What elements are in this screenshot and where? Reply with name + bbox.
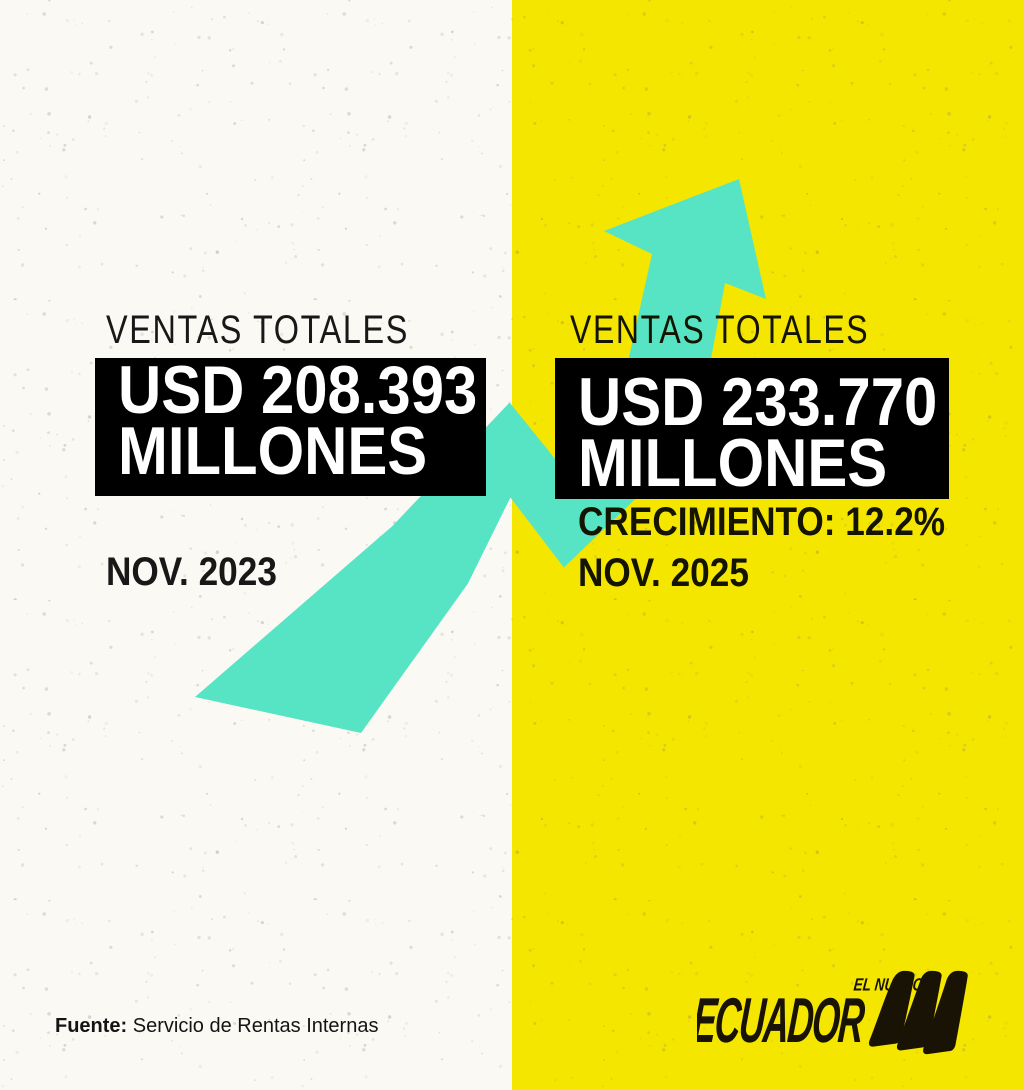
svg-text:ECUADOR: ECUADOR: [697, 984, 867, 1055]
